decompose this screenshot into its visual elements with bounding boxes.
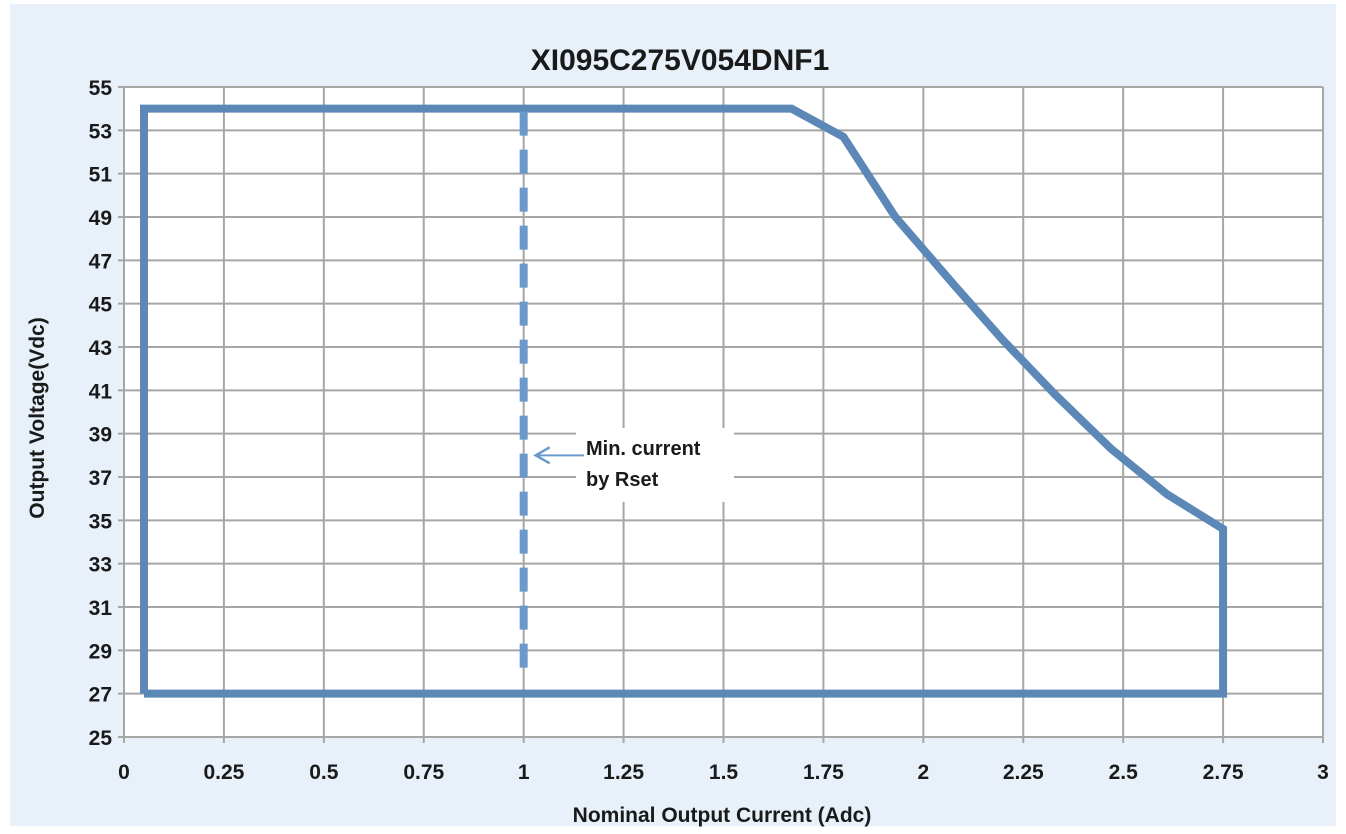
- y-tick-label: 47: [89, 250, 112, 273]
- x-tick-label: 2.25: [1003, 761, 1044, 784]
- y-axis-label: Output Voltage(Vdc): [26, 317, 49, 518]
- y-tick-label: 25: [89, 727, 113, 750]
- x-tick-label: 2.75: [1203, 761, 1244, 784]
- x-tick-label: 0: [118, 761, 130, 784]
- annotation-text: Min. current: [586, 438, 701, 460]
- grid: [118, 86, 1324, 743]
- x-tick-label: 1.75: [803, 761, 844, 784]
- y-tick-label: 31: [89, 597, 113, 620]
- tick-labels: 0 0.25 0.5 0.75 1 1.25 1.5 1.75 2 2.25 2.5 2.75 3 25 2…: [89, 77, 1329, 784]
- y-tick-label: 41: [89, 380, 113, 403]
- y-tick-label: 39: [89, 424, 112, 447]
- y-tick-label: 29: [89, 640, 112, 663]
- y-tick-label: 27: [89, 684, 112, 707]
- annotation: Min. current by Rset: [533, 428, 734, 502]
- chart-title: XI095C275V054DNF1: [531, 44, 830, 77]
- x-tick-label: 0.5: [309, 761, 339, 784]
- y-tick-label: 37: [89, 467, 112, 490]
- x-tick-label: 0.75: [403, 761, 444, 784]
- annotation-arrow-head: [533, 446, 551, 465]
- x-tick-label: 2.5: [1109, 761, 1139, 784]
- y-tick-label: 55: [89, 77, 113, 100]
- x-tick-label: 1: [518, 761, 530, 784]
- y-tick-label: 45: [89, 294, 113, 317]
- x-tick-label: 1.25: [603, 761, 644, 784]
- y-tick-label: 53: [89, 120, 112, 143]
- y-tick-label: 51: [89, 164, 113, 187]
- operating-envelope-line: [139, 104, 1228, 698]
- y-tick-label: 33: [89, 554, 112, 577]
- x-tick-label: 0.25: [203, 761, 244, 784]
- y-tick-label: 49: [89, 207, 112, 230]
- series-layer: [139, 104, 1228, 698]
- x-tick-label: 3: [1317, 761, 1329, 784]
- y-tick-label: 43: [89, 337, 112, 360]
- annotation-box: [576, 428, 734, 502]
- x-tick-label: 1.5: [709, 761, 739, 784]
- x-axis-label: Nominal Output Current (Adc): [573, 804, 872, 827]
- y-tick-label: 35: [89, 510, 113, 533]
- x-tick-label: 2: [917, 761, 929, 784]
- annotation-text: by Rset: [586, 469, 659, 491]
